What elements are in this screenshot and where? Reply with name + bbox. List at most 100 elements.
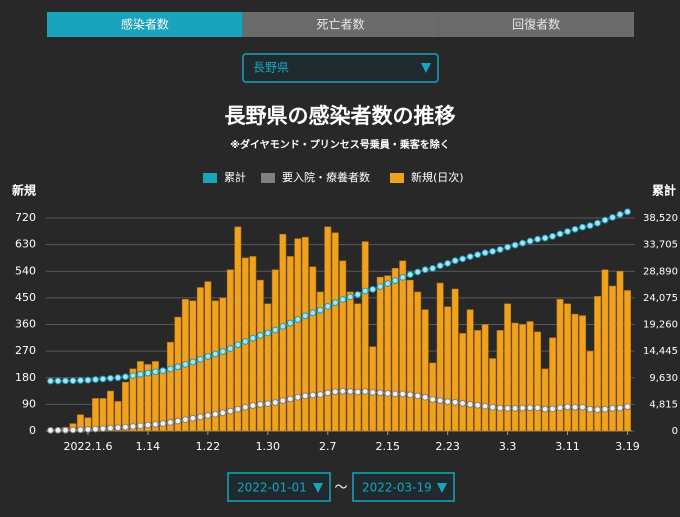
y2-tick-label: 4,815 bbox=[649, 399, 678, 410]
chart-subtitle: ※ダイヤモンド・プリンセス号乗員・乗客を除く bbox=[230, 138, 449, 151]
y-tick-label: 180 bbox=[15, 371, 36, 384]
x-tick-label: 1.30 bbox=[256, 440, 281, 453]
line-point bbox=[369, 388, 377, 396]
line-point bbox=[489, 403, 497, 411]
bar bbox=[324, 226, 332, 432]
line-point bbox=[264, 400, 272, 408]
line-point bbox=[496, 404, 504, 412]
line-point bbox=[219, 409, 227, 417]
line-point bbox=[99, 425, 107, 433]
bar bbox=[526, 321, 534, 432]
end-date: 2022-03-19 bbox=[362, 481, 432, 495]
line-point bbox=[331, 299, 339, 307]
line-point bbox=[624, 208, 631, 216]
line-point bbox=[519, 239, 526, 247]
bar bbox=[481, 324, 489, 432]
line-point bbox=[264, 329, 272, 337]
bar bbox=[174, 316, 182, 432]
line-point bbox=[466, 253, 474, 261]
x-tick-label: 2022.1.6 bbox=[63, 440, 112, 453]
chart-title: 長野県の感染者数の推移 bbox=[225, 104, 456, 128]
bar bbox=[594, 296, 601, 432]
tab[interactable] bbox=[47, 12, 243, 37]
line-point bbox=[511, 404, 519, 412]
line-point bbox=[189, 358, 197, 366]
line-point bbox=[159, 367, 167, 375]
bar bbox=[489, 358, 497, 432]
line-point bbox=[331, 388, 339, 396]
x-tick-label: 2.15 bbox=[375, 440, 400, 453]
bar bbox=[346, 291, 354, 432]
line-point bbox=[279, 322, 287, 330]
line-point bbox=[77, 426, 84, 434]
line-point bbox=[226, 407, 234, 415]
legend-swatch bbox=[261, 173, 275, 183]
line-point bbox=[384, 280, 392, 288]
line-point bbox=[421, 393, 429, 401]
end-date-picker[interactable] bbox=[352, 472, 455, 502]
line-point bbox=[174, 363, 182, 371]
bar bbox=[436, 282, 444, 432]
bar bbox=[406, 279, 414, 432]
bar bbox=[496, 330, 504, 432]
tab-label: 死亡者数 bbox=[316, 17, 364, 32]
line-point bbox=[62, 377, 69, 385]
line-point bbox=[519, 404, 526, 412]
line-point bbox=[481, 249, 489, 257]
y2-tick-label: 14,445 bbox=[643, 346, 678, 357]
tab[interactable] bbox=[438, 12, 634, 37]
line-point bbox=[571, 403, 579, 411]
line-point bbox=[256, 331, 264, 339]
tab[interactable] bbox=[242, 12, 439, 37]
bar bbox=[354, 303, 362, 432]
line-point bbox=[616, 211, 624, 218]
bar bbox=[264, 303, 272, 432]
bar bbox=[219, 297, 227, 432]
bar bbox=[189, 300, 197, 432]
line-point bbox=[504, 243, 512, 251]
line-point bbox=[459, 399, 467, 407]
x-tick-label: 2.23 bbox=[435, 440, 460, 453]
line-point bbox=[166, 419, 174, 426]
line-point bbox=[271, 399, 279, 406]
line-point bbox=[459, 255, 467, 263]
line-point bbox=[159, 420, 167, 427]
start-date-picker[interactable] bbox=[227, 472, 331, 502]
line-point bbox=[54, 426, 62, 434]
line-point bbox=[211, 410, 219, 418]
line-point bbox=[249, 334, 257, 342]
line-point bbox=[234, 341, 242, 349]
dropdown-arrow bbox=[313, 483, 323, 493]
bar bbox=[571, 313, 579, 432]
line-point bbox=[376, 283, 384, 290]
line-point bbox=[181, 360, 189, 368]
bar bbox=[541, 368, 549, 432]
y2-tick-label: 28,890 bbox=[643, 266, 678, 277]
line-point bbox=[541, 405, 549, 413]
x-tick-label: 2.7 bbox=[319, 440, 337, 453]
line-point bbox=[77, 377, 84, 384]
line-point bbox=[189, 414, 197, 422]
line-point bbox=[286, 319, 294, 327]
line-point bbox=[466, 401, 474, 408]
y2-tick-label: 33,705 bbox=[643, 240, 678, 251]
line-point bbox=[609, 404, 616, 412]
bar bbox=[234, 226, 242, 432]
bar bbox=[616, 270, 624, 432]
bar bbox=[249, 256, 257, 432]
line-point bbox=[414, 268, 422, 276]
line-point bbox=[549, 232, 556, 240]
line-point bbox=[256, 401, 264, 408]
line-point bbox=[579, 223, 586, 231]
line-point bbox=[122, 373, 129, 381]
region-dropdown[interactable] bbox=[242, 53, 439, 83]
y2-tick-label: 19,260 bbox=[643, 320, 678, 331]
bar bbox=[286, 256, 294, 432]
line-point bbox=[301, 392, 309, 400]
x-tick-label: 3.19 bbox=[615, 440, 640, 453]
legend-swatch bbox=[203, 173, 217, 183]
legend-label: 新規(日次) bbox=[411, 170, 464, 184]
y2-axis-label: 累計 bbox=[652, 183, 676, 198]
line-point bbox=[444, 398, 452, 406]
bar bbox=[451, 288, 459, 432]
